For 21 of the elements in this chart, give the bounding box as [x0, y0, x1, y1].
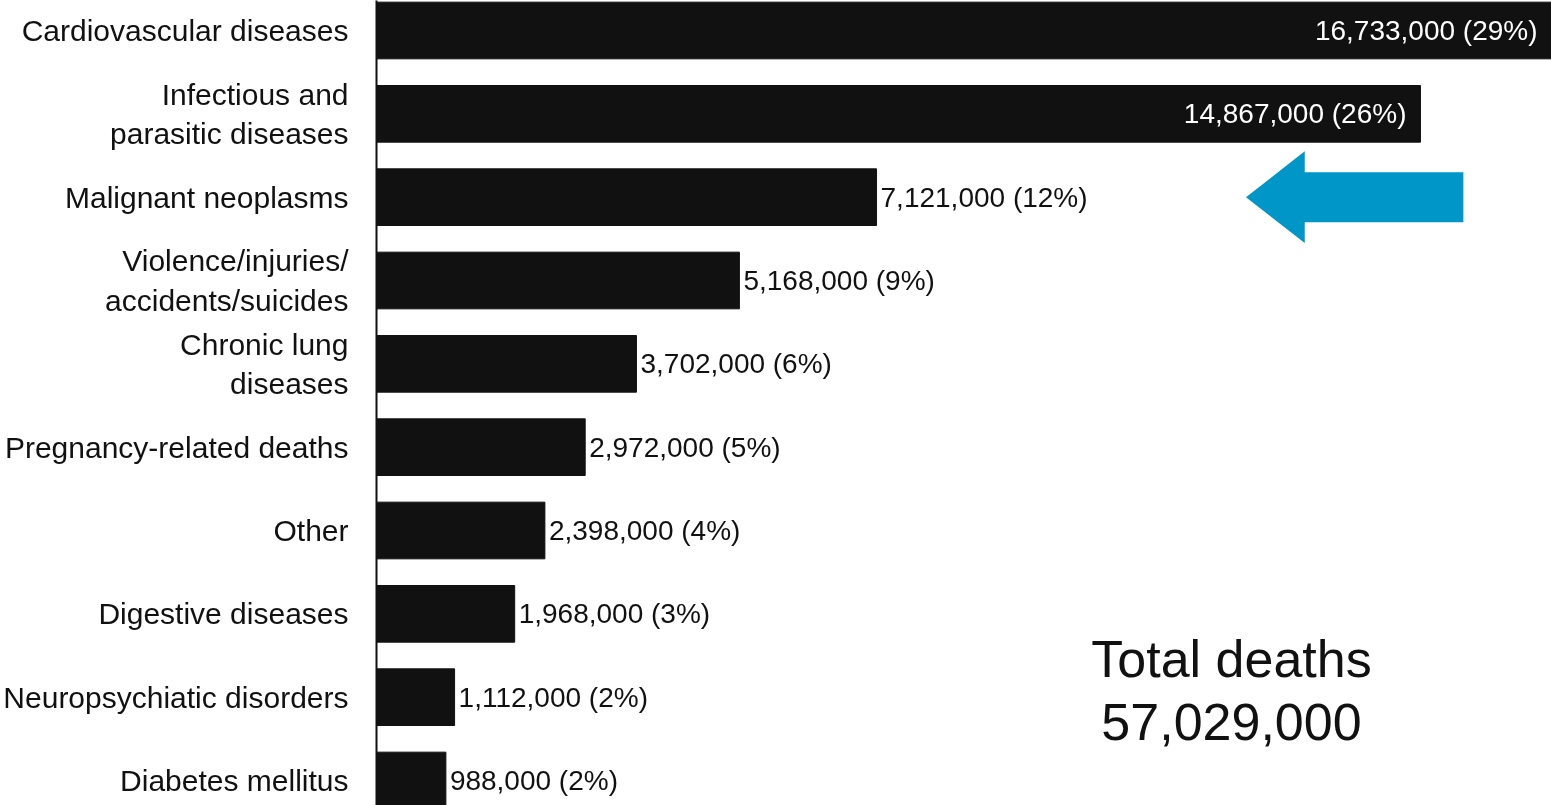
y-tick-label: Pregnancy-related deaths — [4, 430, 349, 464]
data-label: 3,702,000 (6%) — [640, 348, 832, 380]
data-label: 5,168,000 (9%) — [743, 265, 935, 296]
data-label: 2,972,000 (5%) — [589, 431, 781, 463]
data-label: 1,112,000 (2%) — [458, 681, 648, 713]
y-tick-label: Malignant neoplasms — [65, 180, 349, 214]
y-tick-label: Other — [273, 514, 349, 547]
data-label: 7,121,000 (12%) — [880, 181, 1088, 213]
y-tick-label: Chronic lung diseases — [180, 327, 349, 401]
data-label: 14,867,000 (26%) — [1183, 98, 1407, 130]
data-label: 1,968,000 (3%) — [518, 598, 711, 630]
y-tick-label: Digestive diseases — [98, 597, 349, 631]
y-tick-label: Diabetes mellitus — [120, 764, 349, 797]
data-label: 16,733,000 (29%) — [1314, 15, 1538, 46]
y-tick-label: Infectious and parasitic diseases — [110, 77, 349, 151]
data-label: 988,000 (2%) — [449, 765, 618, 796]
y-tick-label: Neuropsychiatic disorders — [3, 680, 349, 714]
y-tick-label: Cardiovascular diseases — [21, 14, 349, 47]
data-label: 2,398,000 (4%) — [548, 515, 741, 546]
annotation: Total deaths 57,029,000 — [1091, 629, 1372, 752]
y-tick-label: Violence/injuries/ accidents/suicides — [105, 244, 350, 317]
